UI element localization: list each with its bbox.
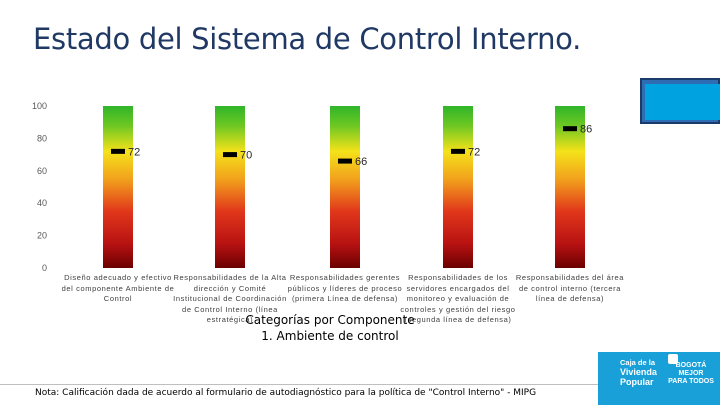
data-label: 66 (355, 156, 367, 168)
data-label: 72 (468, 146, 480, 158)
data-label: 72 (128, 146, 140, 158)
y-tick-label: 80 (37, 133, 47, 143)
bar-range (103, 106, 133, 268)
shield-icon (668, 354, 678, 364)
logo-line1: Caja de la (620, 358, 656, 367)
bar-range (215, 106, 245, 268)
value-marker (111, 148, 125, 154)
x-axis-title: Categorías por Componente 1. Ambiente de… (230, 312, 430, 344)
bar-range (555, 106, 585, 268)
y-tick-label: 20 (37, 231, 47, 241)
x-category-label: Responsabilidades del área de control in… (515, 273, 625, 303)
value-marker (563, 126, 577, 132)
institution-logo (598, 352, 720, 405)
value-marker (223, 152, 237, 158)
logo-slogan: BOGOTÁ MEJOR PARA TODOS (668, 362, 714, 385)
logo-line3: Popular (620, 377, 654, 387)
footer-divider (0, 384, 720, 385)
value-marker (338, 158, 352, 164)
x-category-label: Responsabilidades de la Alta dirección y… (173, 273, 287, 324)
x-category-label: Diseño adecuado y efectivo del component… (61, 273, 175, 303)
page-title: Estado del Sistema de Control Interno. (33, 22, 581, 56)
x-axis-title-line1: Categorías por Componente (245, 313, 415, 327)
x-category-label: Responsabilidades de los servidores enca… (400, 273, 516, 324)
footer-note: Nota: Calificación dada de acuerdo al fo… (35, 388, 537, 398)
logo-line2: Vivienda (620, 367, 657, 377)
y-tick-label: 40 (37, 198, 47, 208)
y-tick-label: 0 (42, 263, 47, 273)
x-axis-title-line2: 1. Ambiente de control (261, 329, 399, 343)
corner-accent-inner (645, 84, 720, 120)
bar-range (330, 106, 360, 268)
value-marker (451, 148, 465, 154)
data-label: 70 (240, 150, 252, 162)
logo-text: Caja de la Vivienda Popular (620, 358, 664, 387)
y-tick-label: 60 (37, 166, 47, 176)
bar-range (443, 106, 473, 268)
y-tick-label: 100 (32, 101, 47, 111)
data-label: 86 (580, 124, 592, 136)
x-category-label: Responsabilidades gerentes públicos y lí… (287, 273, 403, 303)
